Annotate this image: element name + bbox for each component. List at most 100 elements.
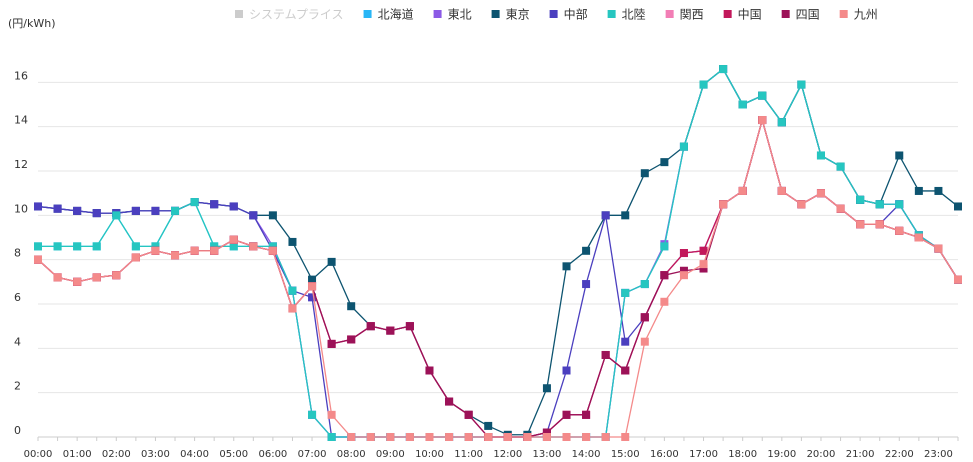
data-point <box>542 428 551 437</box>
data-point <box>347 433 356 441</box>
data-point <box>112 211 121 220</box>
data-point <box>425 366 434 375</box>
data-point <box>582 410 591 419</box>
data-point <box>777 118 786 127</box>
x-tick-label: 19:00 <box>767 449 796 460</box>
legend-marker <box>549 10 558 18</box>
x-tick-label: 04:00 <box>180 449 209 460</box>
legend-item[interactable]: 北海道 <box>363 7 414 22</box>
legend-label: 北海道 <box>378 7 414 22</box>
data-point <box>249 211 258 220</box>
data-point <box>562 366 571 375</box>
data-point <box>797 200 806 209</box>
data-point <box>268 211 277 220</box>
data-point <box>249 242 258 251</box>
data-point <box>836 162 845 171</box>
legend-item[interactable]: 中部 <box>549 7 588 22</box>
data-point <box>190 198 199 207</box>
x-tick-label: 23:00 <box>924 449 953 460</box>
data-point <box>464 410 473 419</box>
legend-item[interactable]: 九州 <box>839 8 878 22</box>
legend-marker <box>781 10 790 18</box>
data-point <box>386 326 395 335</box>
data-point <box>484 433 493 441</box>
series-line <box>37 117 959 438</box>
data-point <box>464 433 473 441</box>
data-point <box>738 100 747 109</box>
data-point <box>954 275 962 284</box>
legend-label: 九州 <box>854 8 878 22</box>
legend-item[interactable]: 東京 <box>491 8 530 22</box>
x-tick-label: 08:00 <box>337 449 366 460</box>
data-point <box>582 246 591 255</box>
data-point <box>73 206 82 215</box>
legend-item[interactable]: 北陸 <box>607 8 646 22</box>
data-point <box>758 91 767 100</box>
legend-item[interactable]: 四国 <box>781 8 820 22</box>
data-point <box>131 206 140 215</box>
data-point <box>405 433 414 441</box>
data-point <box>484 421 493 430</box>
data-point <box>542 384 551 393</box>
data-point <box>699 246 708 255</box>
data-point <box>699 264 708 273</box>
data-point <box>934 186 943 195</box>
data-point <box>210 242 219 251</box>
legend-item[interactable]: 東北 <box>433 8 472 22</box>
data-point <box>582 433 591 441</box>
legend-marker <box>839 10 848 18</box>
y-axis-label: (円/kWh) <box>8 17 56 30</box>
data-point <box>327 257 336 266</box>
data-point <box>660 158 669 167</box>
data-point <box>895 226 904 235</box>
data-point <box>425 433 434 441</box>
data-point <box>190 246 199 255</box>
data-point <box>777 186 786 195</box>
legend-item[interactable]: 中国 <box>723 7 762 22</box>
x-tick-label: 13:00 <box>533 449 562 460</box>
data-point <box>151 242 160 251</box>
series-line <box>37 117 959 438</box>
x-tick-label: 18:00 <box>728 449 757 460</box>
legend-marker <box>665 10 674 18</box>
data-point <box>268 242 277 251</box>
data-point <box>660 242 669 251</box>
data-point <box>934 244 943 253</box>
legend-marker <box>235 10 243 18</box>
data-point <box>210 200 219 209</box>
x-tick-label: 03:00 <box>141 449 170 460</box>
x-tick-label: 00:00 <box>24 449 53 460</box>
x-tick-label: 10:00 <box>415 449 444 460</box>
data-point <box>562 433 571 441</box>
y-tick-label: 10 <box>14 202 28 215</box>
data-point <box>327 339 336 348</box>
y-tick-label: 2 <box>14 380 21 393</box>
data-point <box>621 337 630 346</box>
legend-label: 東北 <box>448 8 472 22</box>
data-point <box>660 271 669 280</box>
legend-label: 中国 <box>738 7 762 22</box>
y-tick-label: 12 <box>14 158 28 171</box>
data-point <box>679 266 688 275</box>
data-point <box>621 366 630 375</box>
data-point <box>856 220 865 229</box>
data-point <box>151 246 160 255</box>
data-point <box>816 151 825 160</box>
data-point <box>308 293 317 302</box>
data-point <box>92 242 101 251</box>
data-point <box>327 433 336 441</box>
y-tick-label: 8 <box>14 247 21 260</box>
x-tick-label: 06:00 <box>258 449 287 460</box>
legend-item[interactable]: 関西 <box>665 8 704 22</box>
data-point <box>621 433 630 441</box>
legend-marker <box>723 10 732 18</box>
data-point <box>112 271 121 280</box>
data-point <box>738 186 747 195</box>
data-point <box>34 242 42 251</box>
data-point <box>288 286 297 295</box>
y-tick-label: 16 <box>14 69 28 82</box>
legend-item[interactable]: システムプライス <box>235 8 344 22</box>
data-point <box>895 151 904 160</box>
data-point <box>601 211 610 220</box>
